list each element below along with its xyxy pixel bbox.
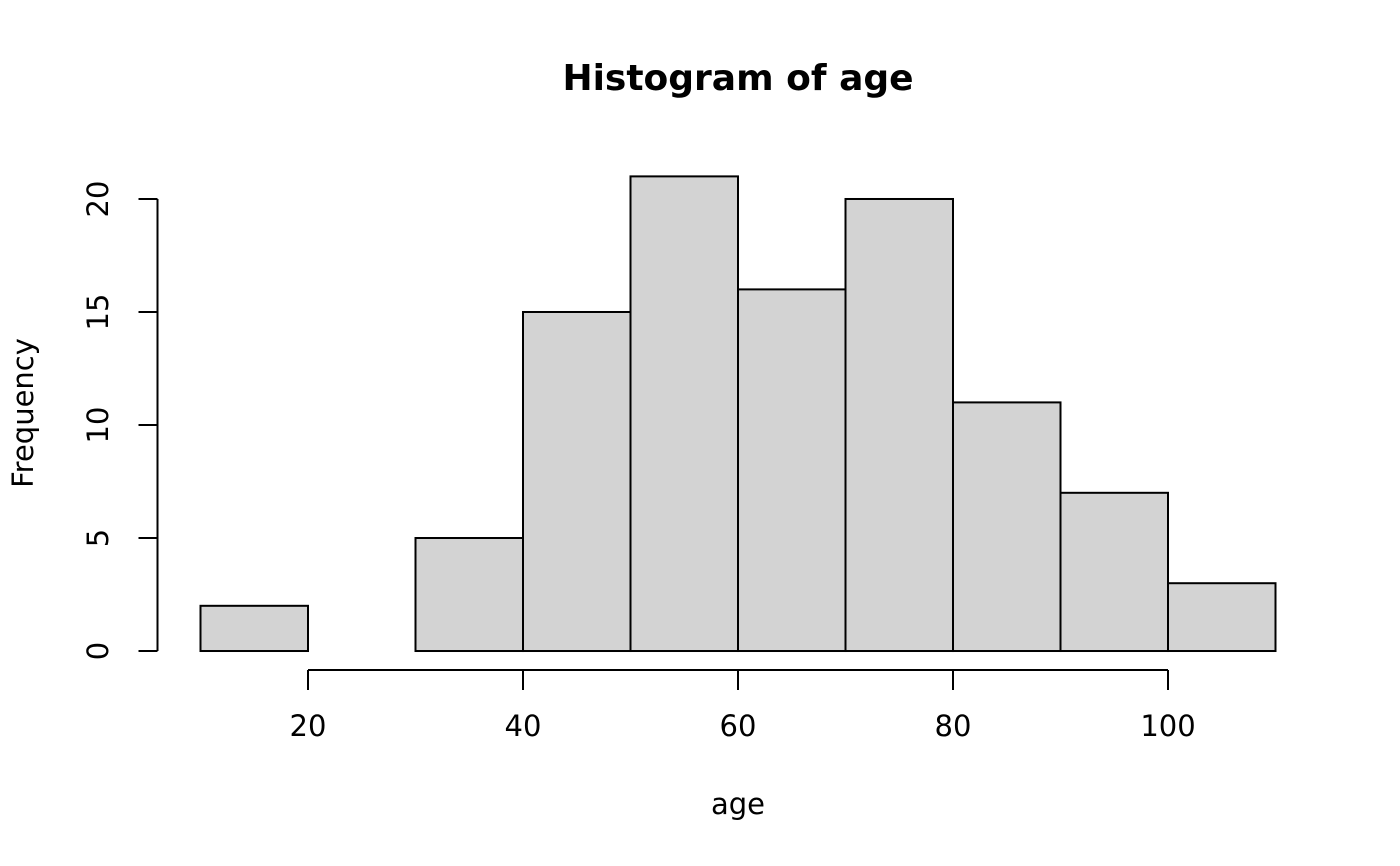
x-tick-label: 60 xyxy=(720,709,757,743)
x-tick-label: 80 xyxy=(935,709,972,743)
bar xyxy=(629,175,739,653)
x-axis-label: age xyxy=(711,787,765,821)
x-tick-label: 100 xyxy=(1140,709,1195,743)
bar xyxy=(522,310,632,653)
bar xyxy=(1167,582,1277,653)
bar xyxy=(844,197,954,653)
y-axis-label: Frequency xyxy=(6,338,40,488)
x-tick-label: 20 xyxy=(290,709,327,743)
x-tick-label: 40 xyxy=(505,709,542,743)
y-tick-label: 5 xyxy=(81,529,115,547)
bar xyxy=(414,537,524,653)
y-tick-label: 15 xyxy=(81,294,115,331)
bar xyxy=(737,288,847,653)
chart-title: Histogram of age xyxy=(562,58,913,99)
y-tick-label: 20 xyxy=(81,181,115,218)
bar xyxy=(952,401,1062,653)
bar xyxy=(199,604,309,653)
y-tick-label: 0 xyxy=(81,642,115,660)
y-tick-label: 10 xyxy=(81,407,115,444)
bar xyxy=(1059,491,1169,653)
